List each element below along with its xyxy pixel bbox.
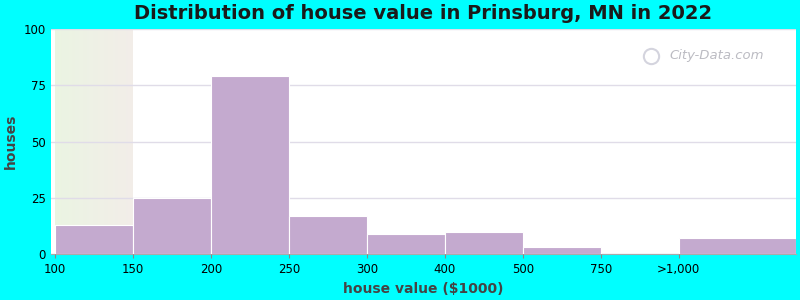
Bar xyxy=(289,216,366,254)
Y-axis label: houses: houses xyxy=(4,114,18,169)
Bar xyxy=(445,232,522,254)
Bar xyxy=(522,248,601,254)
Bar xyxy=(54,225,133,254)
X-axis label: house value ($1000): house value ($1000) xyxy=(343,282,503,296)
Text: City-Data.com: City-Data.com xyxy=(669,50,764,62)
Bar xyxy=(133,198,210,254)
Bar xyxy=(210,76,289,254)
Title: Distribution of house value in Prinsburg, MN in 2022: Distribution of house value in Prinsburg… xyxy=(134,4,712,23)
Bar xyxy=(366,234,445,254)
Bar xyxy=(679,238,796,254)
